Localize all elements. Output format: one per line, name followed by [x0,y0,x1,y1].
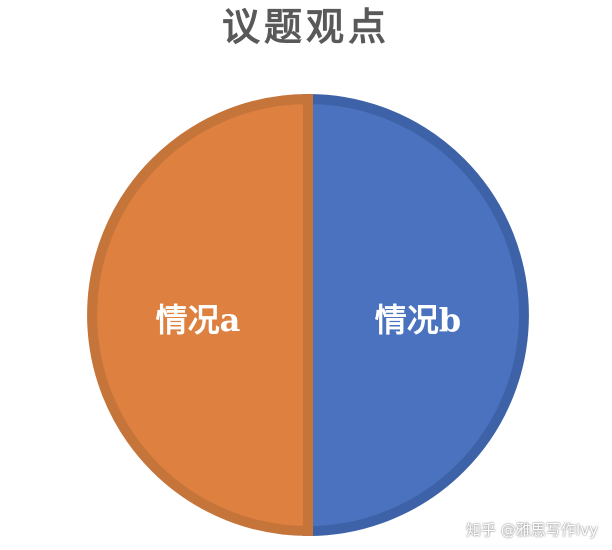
diagram-title: 议题观点 [221,4,390,49]
watermark: 知乎 @雅思写作Ivy [466,521,598,539]
pie-slice-b [303,93,529,537]
slice-label-a: 情况a [156,301,241,339]
slice-label-b: 情况b [375,301,461,339]
pie-slices [87,93,529,537]
pie-slice-a [87,93,313,537]
